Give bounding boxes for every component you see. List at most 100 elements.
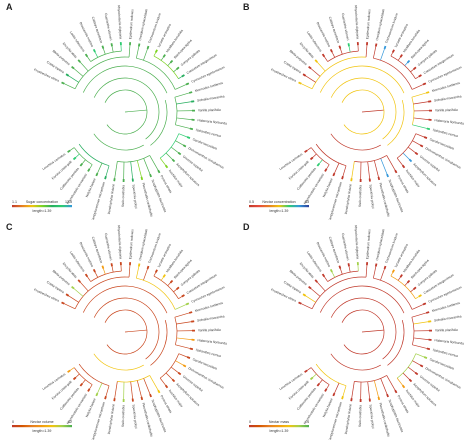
leaf-branch (113, 161, 118, 182)
leaf-tip (298, 301, 302, 305)
clade-arc (74, 56, 130, 89)
leaf-branch (386, 155, 397, 174)
legend-title: Nectar mass (269, 420, 289, 424)
leaf-tip (413, 286, 417, 290)
leaf-label: Dendrophylax lindenii (107, 404, 116, 435)
leaf-branch (380, 158, 389, 178)
leaf-tip (101, 45, 105, 49)
clade-arc (159, 353, 180, 379)
leaf-label: Mormodes tuxtlensis (194, 81, 224, 93)
leaf-tip (383, 45, 387, 50)
leaf-tip (332, 172, 336, 177)
leaf-label: Habenaria floribunda (434, 338, 464, 345)
leaf-tip (164, 164, 169, 169)
panel-label: D (243, 222, 250, 232)
clade-arc (93, 297, 160, 360)
leaf-tip (84, 53, 89, 58)
leaf-branch (386, 375, 397, 394)
legend-title: Nectar concentration (262, 200, 295, 204)
leaf-branch (411, 311, 430, 318)
leaf-label: Dendrophylax lindenii (107, 184, 116, 215)
leaf-label: Epidendrum radicans (365, 229, 371, 260)
leaf-label: Guarianthe skinneri (104, 233, 113, 261)
leaf-tip (182, 144, 187, 148)
clade-arc (104, 89, 148, 135)
leaf-tip (110, 263, 113, 267)
leaf-tip (414, 371, 419, 376)
leaf-tip (401, 164, 406, 169)
leaf-tip (65, 293, 70, 297)
leaf-label: Habenaria floribunda (197, 118, 227, 125)
leaf-tip (157, 169, 161, 174)
leaf-label: Prosthechea citrina (270, 68, 297, 83)
leaf-tip (154, 49, 158, 53)
leaf-tip (77, 59, 81, 63)
leaf-tip (308, 285, 312, 290)
leaf-label: Prosthechea citrina (270, 288, 297, 303)
leaf-tip (406, 59, 411, 64)
leaf-branch (367, 381, 371, 402)
leaf-tip (309, 156, 314, 161)
leaf-tip (391, 49, 395, 53)
leaf-label: Oncidium sphacelatum (138, 228, 149, 261)
leaf-tip (304, 369, 308, 373)
leaf-tip (422, 82, 427, 86)
clade-arc (387, 319, 405, 366)
leaf-branch (113, 381, 118, 402)
clade-arc (136, 277, 176, 310)
leaf-label: Coelia triptera (46, 60, 65, 74)
legend-title: Nectar volume (30, 420, 53, 424)
clade-arc (117, 375, 150, 383)
leaf-label: Cattleya aurantiaca (328, 236, 341, 263)
leaf-tip (171, 378, 176, 383)
leaf-branch (130, 161, 134, 182)
clade-arc (93, 353, 144, 371)
clade-arc (330, 353, 381, 371)
leaf-branch (149, 375, 160, 394)
leaf-label: Specklinia grobyi (131, 404, 138, 429)
leaf-tip (169, 279, 174, 284)
leaf-label: Sobralia macrantha (197, 314, 225, 322)
leaf-tip (419, 364, 424, 368)
clade-arc (78, 363, 110, 387)
leaf-label: Pleurothallis cardiothallis (141, 182, 154, 217)
leaf-tip (177, 151, 182, 156)
leaf-tip (87, 388, 91, 392)
leaf-label: Notylia barkeri (322, 397, 334, 417)
clade-arc (327, 50, 359, 62)
leaf-tip (321, 273, 326, 278)
leaf-tip (186, 356, 191, 359)
leaf-branch (174, 311, 193, 318)
leaf-tip (79, 383, 83, 387)
clade-arc (341, 89, 385, 135)
leaf-tip (154, 269, 158, 273)
leaf-tip (177, 371, 182, 376)
leaf-label: Rhyncholaelia digbyana (354, 225, 360, 259)
root-branch (124, 109, 147, 113)
leaf-label: Mormodes tuxtlensis (431, 81, 461, 93)
leaf-tip (189, 127, 194, 131)
clade-arc (390, 55, 416, 79)
leaf-label: Sobralia macrantha (434, 94, 462, 102)
clade-arc (315, 143, 347, 167)
clade-arc (78, 143, 110, 167)
legend-length: length=1.39 (33, 209, 52, 213)
legend-high-value: 12 (68, 420, 72, 424)
leaf-tip (341, 395, 344, 400)
leaf-branch (373, 160, 380, 180)
leaf-tip (401, 384, 406, 389)
leaf-tip (386, 393, 389, 398)
leaf-tip (425, 91, 430, 94)
leaf-tip (377, 396, 381, 401)
clade-arc (150, 99, 168, 146)
leaf-tip (101, 265, 105, 269)
clade-arc (319, 285, 405, 314)
leaf-tip (186, 136, 191, 139)
leaf-tip (426, 127, 431, 131)
leaf-tip (181, 74, 185, 78)
leaf-tip (67, 149, 71, 153)
leaf-label: Specklinia grobyi (368, 404, 375, 429)
clade-arc (373, 277, 413, 310)
